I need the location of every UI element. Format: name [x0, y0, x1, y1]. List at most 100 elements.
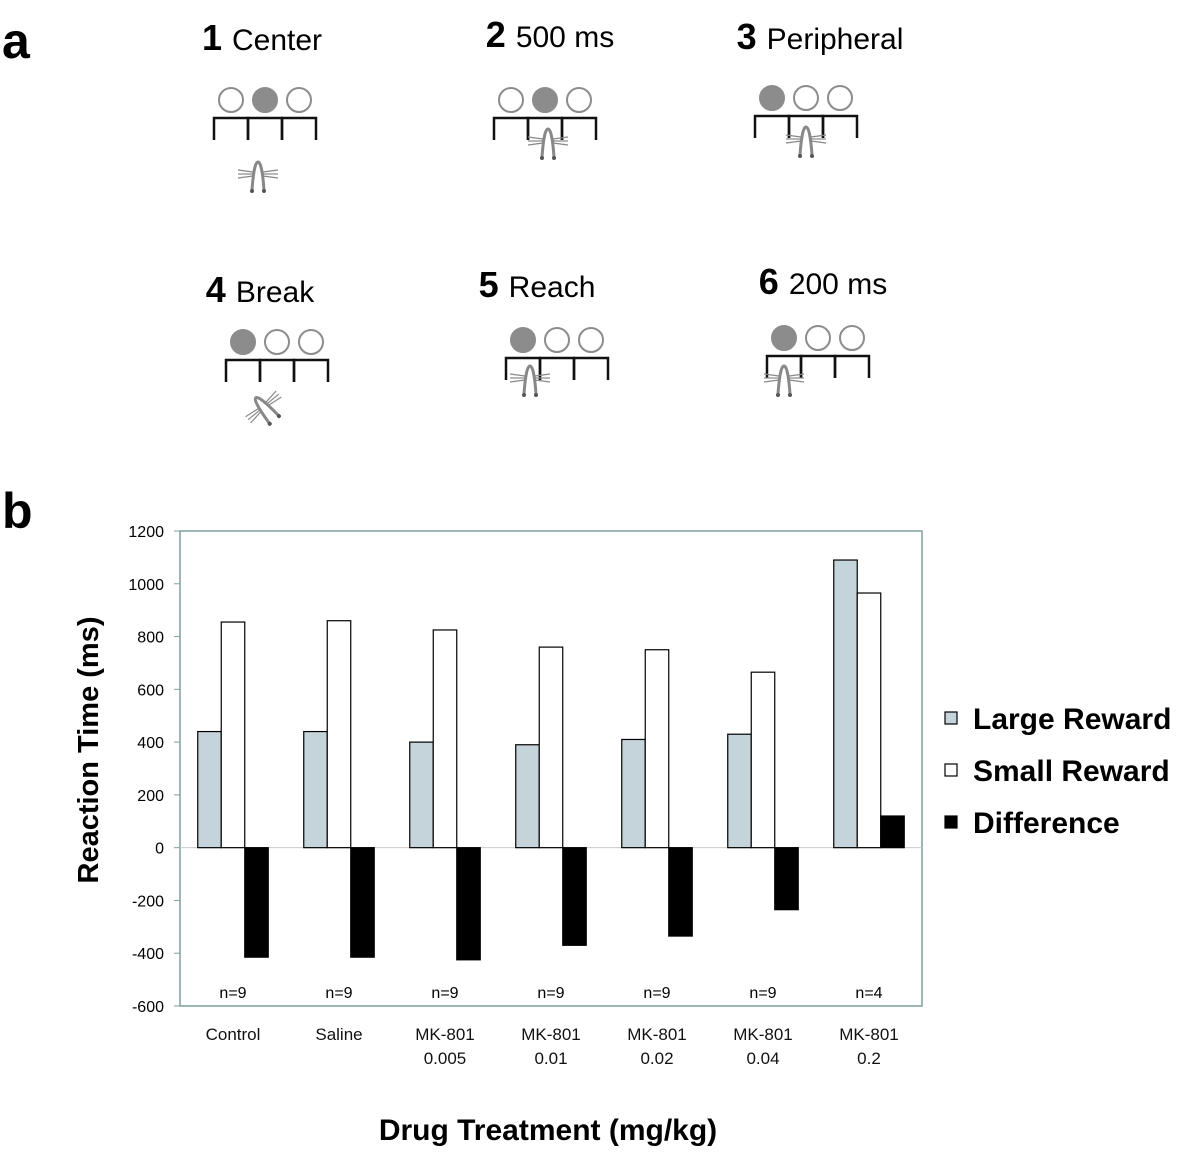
- x-tick-label: MK-801 0.04: [733, 1025, 793, 1068]
- step-number: 2: [486, 14, 506, 55]
- port-frame: [246, 116, 284, 140]
- paw: [798, 154, 802, 158]
- bar: [856, 592, 882, 849]
- step-title: 5 Reach: [479, 264, 596, 305]
- port-frame: [560, 116, 598, 140]
- bar: [750, 671, 776, 849]
- step-number: 1: [202, 17, 222, 58]
- paw: [552, 156, 556, 160]
- whisker: [810, 140, 827, 144]
- rat-icon: [509, 364, 551, 397]
- step-title: 1 Center: [202, 17, 322, 58]
- port-frame: [258, 358, 296, 382]
- whisker: [763, 379, 780, 383]
- light: [532, 87, 558, 113]
- whisker: [245, 408, 259, 418]
- light: [805, 325, 831, 351]
- paw: [276, 414, 281, 419]
- whisker: [527, 136, 544, 140]
- sample-size: n=9: [431, 985, 458, 1002]
- step-title: 6 200 ms: [759, 261, 887, 302]
- bar: [668, 847, 693, 937]
- step-label: 500 ms: [516, 21, 614, 54]
- bar: [432, 629, 458, 849]
- rat-icon: [237, 160, 279, 193]
- port-frame: [753, 114, 791, 138]
- paw: [262, 189, 266, 193]
- sample-size: n=9: [219, 985, 246, 1002]
- whisker: [810, 134, 827, 138]
- step-title: 3 Peripheral: [737, 16, 904, 57]
- y-tick-label: 600: [137, 682, 164, 699]
- step-label: Reach: [509, 271, 596, 304]
- whisker: [266, 393, 280, 405]
- step-number: 5: [479, 264, 499, 305]
- sample-size: n=9: [643, 985, 670, 1002]
- port-frame: [538, 356, 576, 380]
- step-number: 4: [206, 269, 226, 310]
- port-frame: [224, 358, 262, 382]
- paw: [250, 189, 254, 193]
- bar: [833, 559, 858, 849]
- paw: [540, 156, 544, 160]
- light: [793, 85, 819, 111]
- y-tick-label: 800: [137, 630, 164, 647]
- bar: [774, 847, 799, 911]
- light: [827, 85, 853, 111]
- whisker: [509, 379, 526, 383]
- whisker: [788, 379, 805, 383]
- step-number: 3: [737, 16, 757, 57]
- rat-body: [798, 125, 814, 156]
- y-tick-label: -400: [132, 946, 164, 963]
- light: [510, 327, 536, 353]
- legend-swatch: [944, 763, 958, 777]
- port-frame: [492, 116, 530, 140]
- panel-label: a: [2, 13, 31, 69]
- step-label: 200 ms: [789, 268, 887, 301]
- bar: [727, 733, 752, 849]
- step-label: Break: [236, 276, 315, 309]
- y-tick-label: -200: [132, 893, 164, 910]
- step-title: 2 500 ms: [486, 14, 614, 55]
- y-tick-label: 200: [137, 788, 164, 805]
- light: [771, 325, 797, 351]
- x-tick-label: Saline: [315, 1025, 363, 1044]
- y-tick-label: 1200: [128, 524, 164, 541]
- port-frame: [212, 116, 250, 140]
- whisker: [262, 175, 279, 179]
- rat-body: [776, 364, 792, 395]
- light: [544, 327, 570, 353]
- rat-icon: [763, 364, 805, 397]
- bar: [621, 738, 646, 849]
- whisker: [265, 390, 277, 403]
- port-frame: [280, 116, 318, 140]
- whisker: [262, 169, 279, 173]
- paw: [534, 393, 538, 397]
- bar: [456, 847, 481, 961]
- whisker: [534, 379, 551, 383]
- y-axis-title: Reaction Time (ms): [73, 617, 105, 884]
- step-label: Center: [232, 24, 322, 57]
- legend-label: Large Reward: [973, 703, 1171, 736]
- whisker: [552, 136, 569, 140]
- x-tick-label: MK-801 0.01: [521, 1025, 581, 1068]
- light: [298, 329, 324, 355]
- sample-size: n=4: [855, 985, 882, 1002]
- sample-size: n=9: [537, 985, 564, 1002]
- bar: [515, 744, 540, 849]
- light: [264, 329, 290, 355]
- whisker: [785, 140, 802, 144]
- light: [286, 87, 312, 113]
- rat-body: [540, 127, 556, 158]
- bar: [538, 646, 564, 849]
- bar: [220, 621, 246, 849]
- port-frame: [572, 356, 610, 380]
- bar: [562, 847, 587, 946]
- y-tick-label: 1000: [128, 577, 164, 594]
- x-tick-label: MK-801 0.2: [839, 1025, 899, 1068]
- whisker: [509, 373, 526, 377]
- step-label: Peripheral: [767, 23, 904, 56]
- bar: [644, 649, 670, 849]
- rat-body: [250, 160, 266, 191]
- light: [578, 327, 604, 353]
